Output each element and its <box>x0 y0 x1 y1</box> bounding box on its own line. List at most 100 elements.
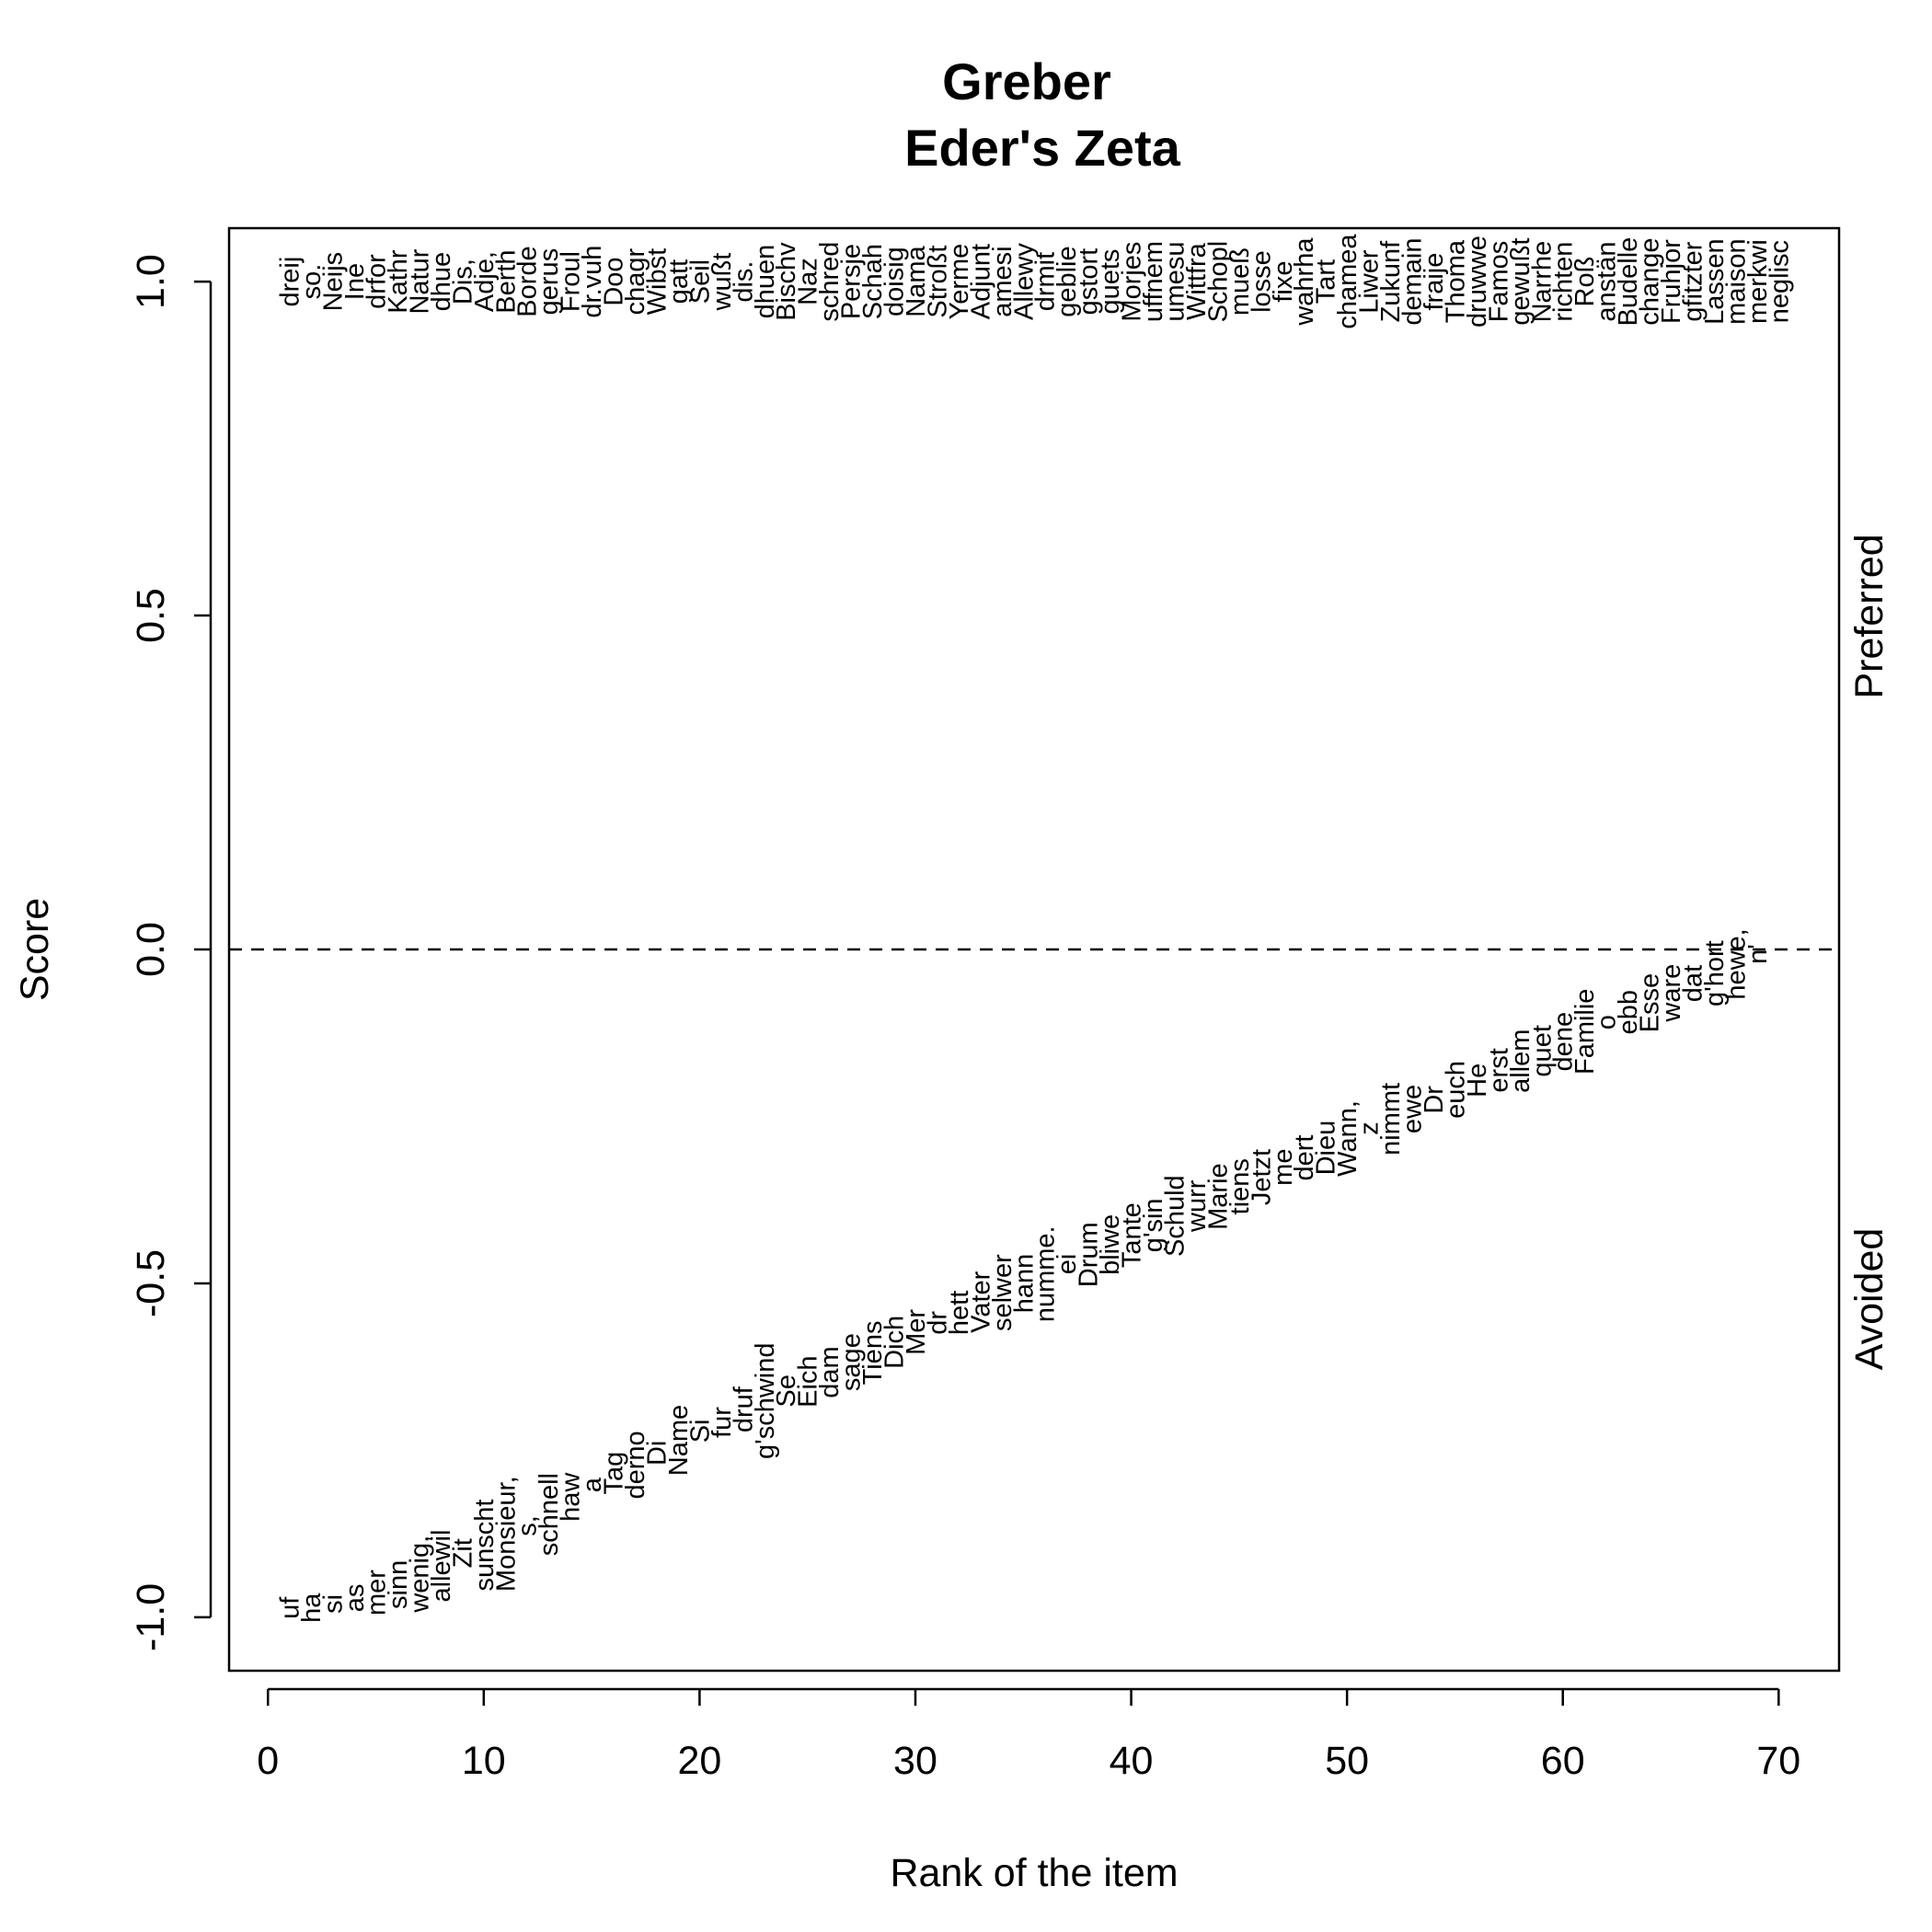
chart-title-line2: Eder's Zeta <box>904 119 1181 177</box>
avoided-word: si <box>319 1594 349 1614</box>
avoided-word: Drum <box>1075 1222 1104 1287</box>
preferred-word: drmit <box>1031 252 1061 311</box>
avoided-word: derno <box>621 1431 650 1499</box>
preferred-word: chagr <box>621 247 650 315</box>
preferred-word: merkwi <box>1743 239 1773 324</box>
x-tick-label: 20 <box>677 1739 721 1783</box>
avoided-word: Jetzt <box>1247 1149 1276 1205</box>
avoided-word: erst <box>1484 1048 1513 1092</box>
avoided-word: sunscht <box>470 1500 500 1592</box>
avoided-word: hann <box>1009 1254 1039 1314</box>
avoided-word: Monsieur, <box>491 1476 521 1592</box>
avoided-word: g'sin <box>1139 1198 1168 1252</box>
avoided-word: g'hort <box>1700 940 1730 1006</box>
avoided-word: Tante <box>1118 1202 1147 1268</box>
preferred-word: dreij <box>276 257 305 307</box>
avoided-word: mer <box>362 1570 392 1616</box>
avoided-side-label: Avoided <box>1847 1228 1892 1371</box>
preferred-word: Natur <box>405 248 434 314</box>
preferred-word: Famos <box>1484 241 1513 323</box>
preferred-word: guets <box>1096 249 1125 315</box>
avoided-word: as <box>340 1584 370 1613</box>
preferred-word: Schopl <box>1203 241 1233 323</box>
avoided-word: wurr <box>1182 1179 1212 1233</box>
preferred-word: Morjes <box>1118 242 1147 322</box>
avoided-word: ebb <box>1614 990 1643 1034</box>
preferred-word: Persje <box>837 244 867 319</box>
avoided-word: fur <box>707 1407 737 1438</box>
preferred-word: gewußt <box>1506 238 1535 326</box>
preferred-word: losse <box>1247 250 1276 313</box>
avoided-word: dam <box>815 1346 845 1397</box>
avoided-word: allewil <box>427 1530 456 1603</box>
preferred-word: richten <box>1549 242 1579 322</box>
avoided-word: hewe, <box>1721 928 1751 999</box>
avoided-word: Name <box>664 1405 694 1476</box>
preferred-word: gerus <box>535 248 564 316</box>
avoided-word: Wann, <box>1333 1100 1363 1177</box>
avoided-word: schnell <box>535 1473 564 1556</box>
avoided-word: ware <box>1657 964 1686 1023</box>
avoided-word: ei <box>1052 1254 1082 1275</box>
preferred-word: chamea <box>1333 234 1363 329</box>
avoided-word: allem <box>1506 1029 1535 1093</box>
preferred-word: Nama <box>902 246 931 317</box>
avoided-word: dr <box>923 1311 952 1335</box>
preferred-word: Fruhjor <box>1657 239 1686 324</box>
avoided-word: uf <box>276 1596 305 1619</box>
y-tick-label: 0.0 <box>129 922 173 977</box>
x-tick-label: 30 <box>893 1739 937 1783</box>
preferred-word: change <box>1636 237 1665 325</box>
preferred-word: schred <box>815 242 845 322</box>
avoided-word: Di <box>642 1441 672 1466</box>
preferred-word: Naz <box>794 258 823 305</box>
preferred-side-label: Preferred <box>1847 534 1892 698</box>
preferred-word: dis. <box>729 261 758 303</box>
chart-title-line1: Greber <box>942 52 1111 110</box>
avoided-word: dene <box>1549 1012 1579 1072</box>
preferred-word: Borde <box>513 246 543 316</box>
avoided-word: me <box>1269 1149 1298 1186</box>
preferred-word: uffnem <box>1139 241 1168 322</box>
avoided-word: n' <box>1743 944 1773 964</box>
x-tick-label: 50 <box>1325 1739 1369 1783</box>
preferred-word: Lassen <box>1700 238 1730 325</box>
preferred-word: demain <box>1398 238 1428 326</box>
avoided-word: He <box>1463 1064 1492 1098</box>
avoided-word: Esse <box>1636 973 1665 1032</box>
preferred-word: Thoma <box>1441 239 1470 323</box>
avoided-word: euch <box>1441 1061 1470 1119</box>
avoided-word: Familie <box>1570 989 1600 1075</box>
preferred-word: gatt <box>664 259 694 304</box>
avoided-word: Marie <box>1203 1163 1233 1230</box>
preferred-words: dreijso.NeijsInedrforKathrNaturdhueDis,A… <box>276 234 1795 329</box>
preferred-word: Adje, <box>470 251 500 312</box>
avoided-word: dert <box>1290 1134 1319 1180</box>
preferred-word: Allewy <box>1009 243 1039 320</box>
preferred-word: drfor <box>362 254 392 309</box>
avoided-word: selwer <box>988 1254 1018 1331</box>
y-tick-label: -1.0 <box>129 1583 173 1651</box>
avoided-word: Si <box>685 1419 715 1443</box>
avoided-word: Tag <box>600 1452 629 1495</box>
preferred-word: Stroßt <box>923 246 952 318</box>
preferred-word: gstort <box>1075 248 1104 316</box>
preferred-word: umesu <box>1160 242 1190 322</box>
avoided-word: ewe <box>1398 1085 1428 1133</box>
preferred-word: Narrhe <box>1527 241 1557 323</box>
avoided-word: Dieu <box>1312 1121 1341 1176</box>
preferred-word: doisig <box>880 247 910 316</box>
x-tick-label: 70 <box>1756 1739 1800 1783</box>
avoided-word: sinn <box>384 1560 413 1609</box>
preferred-word: Berth <box>491 249 521 313</box>
preferred-word: fraije <box>1420 253 1449 311</box>
avoided-word: g'schwind <box>751 1343 780 1459</box>
preferred-word: dr.vuh <box>578 246 607 318</box>
avoided-word: Zit <box>448 1538 477 1568</box>
preferred-word: Dis, <box>448 259 477 305</box>
avoided-word: nimmt <box>1376 1083 1406 1156</box>
preferred-word: Seil <box>685 259 715 304</box>
preferred-word: Budelle <box>1614 237 1643 327</box>
preferred-word: fixe <box>1269 261 1298 303</box>
preferred-word: anstän <box>1593 242 1622 322</box>
